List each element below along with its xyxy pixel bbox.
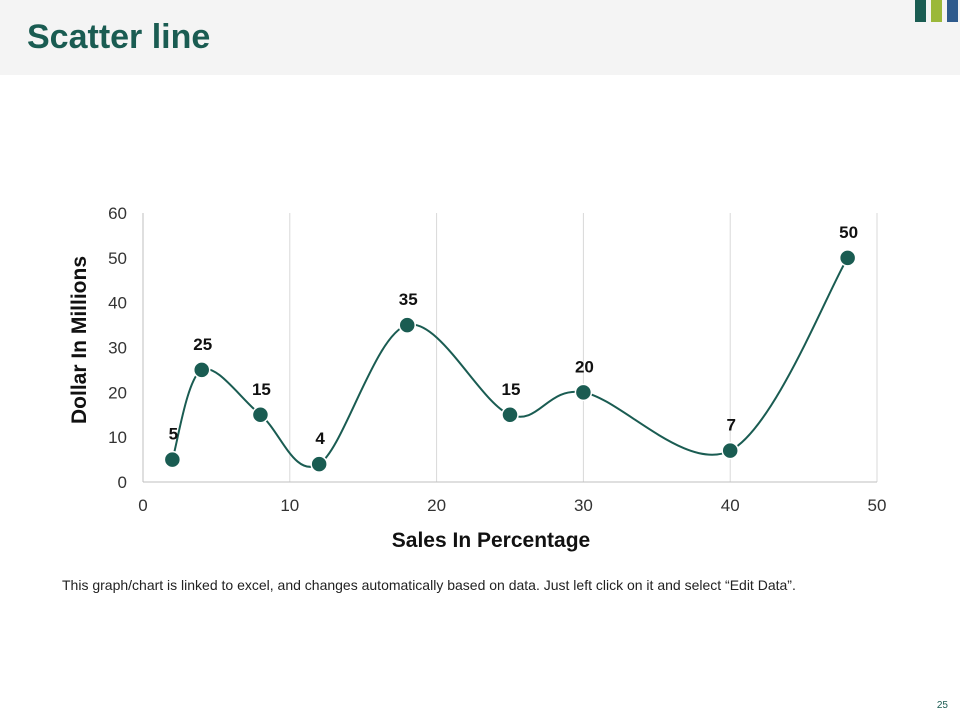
data-point: [251, 406, 270, 424]
y-tick-label: 60: [108, 204, 127, 223]
y-tick-label: 50: [108, 249, 127, 268]
series-line: [171, 257, 849, 468]
x-tick-label: 0: [138, 496, 147, 515]
brand-bar-2: [931, 0, 942, 22]
page-number: 25: [936, 700, 948, 711]
data-label: 25: [193, 335, 212, 354]
data-label: 35: [399, 290, 418, 309]
y-tick-label: 40: [108, 294, 127, 313]
data-point: [838, 249, 857, 267]
data-point: [310, 455, 328, 473]
y-tick-label: 20: [108, 383, 127, 402]
data-point: [721, 441, 739, 460]
x-tick-label: 20: [427, 496, 446, 515]
x-tick-label: 40: [721, 496, 740, 515]
data-point: [163, 450, 182, 469]
x-tick-label: 10: [280, 496, 299, 515]
y-tick-label: 0: [118, 473, 127, 492]
data-label: 5: [169, 425, 178, 444]
data-point: [574, 383, 593, 402]
x-tick-label: 50: [868, 496, 887, 515]
x-tick-label: 30: [574, 496, 593, 515]
data-labels: 5 25 15 4 35 15 20 7 50: [169, 223, 858, 448]
gridlines: [289, 213, 878, 482]
data-points: [163, 249, 857, 473]
slide-header: Scatter line: [0, 0, 960, 75]
brand-bar-1: [915, 0, 926, 22]
data-label: 15: [502, 380, 521, 399]
tick-labels: 0 10 20 30 40 50 0 10 20 30 40 50 60: [108, 204, 886, 515]
brand-bar-3: [947, 0, 958, 22]
data-point: [501, 406, 519, 424]
data-point: [398, 316, 416, 334]
data-label: 15: [252, 380, 271, 399]
y-axis-title: Dollar In Millions: [68, 256, 91, 424]
data-label: 20: [575, 357, 594, 376]
y-tick-label: 10: [108, 428, 127, 447]
axes: [142, 213, 877, 483]
y-tick-label: 30: [108, 339, 127, 358]
data-label: 4: [315, 429, 325, 448]
data-label: 7: [726, 416, 735, 435]
x-axis-title: Sales In Percentage: [392, 529, 590, 552]
chart-caption: This graph/chart is linked to excel, and…: [62, 577, 796, 593]
data-label: 50: [839, 223, 858, 242]
slide-title: Scatter line: [27, 18, 211, 56]
data-point: [192, 361, 211, 379]
